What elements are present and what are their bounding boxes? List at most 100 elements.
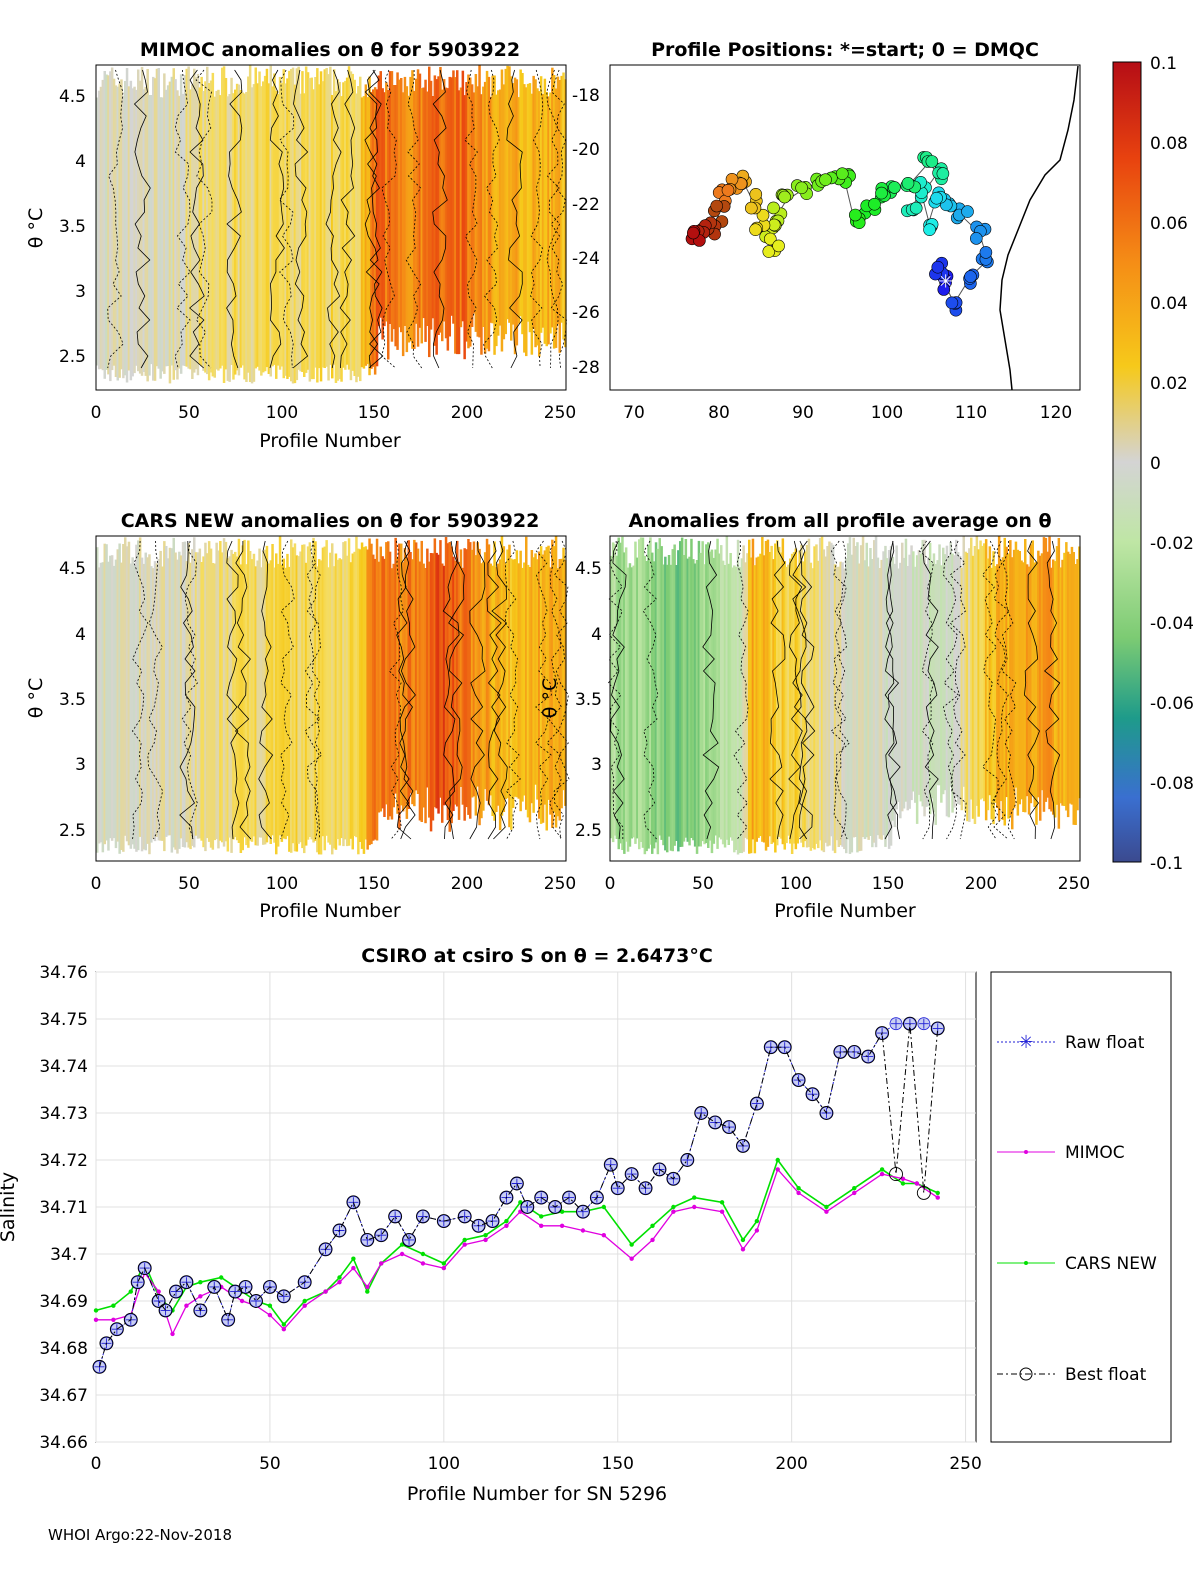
avg-ytick: 4.5 (575, 559, 602, 579)
heatmap-column (549, 567, 552, 815)
heatmap-column (357, 548, 360, 855)
profile-position (923, 223, 936, 236)
heatmap-column (483, 81, 487, 354)
heatmap-column (110, 555, 114, 841)
best-point (708, 1115, 723, 1130)
heatmap-column (530, 550, 534, 804)
heatmap-column (796, 568, 799, 844)
heatmap-column (124, 81, 127, 376)
heatmap-column (886, 558, 889, 836)
raw-point-star (751, 1098, 762, 1109)
heatmap-column (1007, 553, 1010, 819)
series-point (337, 1280, 342, 1285)
contour-line (304, 540, 321, 840)
heatmap-column (428, 66, 431, 358)
series-point (719, 1209, 725, 1214)
heatmap-column (284, 83, 287, 376)
heatmap-column (526, 83, 530, 322)
contour-line (922, 540, 939, 840)
heatmap-column (636, 557, 639, 839)
mimoc-ytick: 4 (75, 152, 86, 172)
heatmap-column (714, 549, 717, 836)
heatmap-column (684, 539, 688, 838)
best-point (875, 1026, 890, 1041)
heatmap-column (271, 544, 274, 836)
heatmap-column (977, 549, 980, 817)
heatmap-column (215, 542, 218, 840)
heatmap-column (357, 86, 360, 377)
heatmap-column (626, 567, 630, 852)
heatmap-column (538, 551, 541, 819)
heatmap-column (457, 90, 461, 355)
series-point (914, 1181, 920, 1186)
heatmap-column (377, 561, 381, 813)
heatmap-column (970, 537, 973, 800)
heatmap-column (178, 95, 181, 369)
heatmap-column (209, 548, 213, 848)
heatmap-column (621, 536, 624, 850)
heatmap-column (176, 559, 179, 854)
heatmap-column (693, 563, 697, 847)
heatmap-column (258, 548, 261, 838)
profile-position (875, 186, 888, 200)
heatmap-column (1018, 551, 1021, 805)
cars-xtick: 250 (544, 874, 576, 894)
cars-xtick: 150 (358, 874, 390, 894)
heatmap-column (697, 540, 701, 847)
heatmap-column (893, 563, 896, 828)
heatmap-column (168, 81, 172, 384)
contour-line (550, 69, 567, 369)
heatmap-column (558, 80, 561, 353)
heatmap-column (170, 76, 174, 366)
best-point (169, 1284, 183, 1299)
series-point (852, 1190, 857, 1196)
contour-line (147, 540, 164, 840)
contour-line (769, 540, 786, 840)
salinity-ytick: 34.67 (39, 1386, 88, 1406)
series-point (775, 1167, 780, 1172)
heatmap-column (749, 557, 753, 854)
profile-position (749, 188, 763, 201)
heatmap-column (491, 75, 494, 324)
series-point (879, 1167, 885, 1172)
salinity-ytick: 34.75 (39, 1010, 88, 1030)
colorbar: 0.1 0.08 0.06 0.04 0.02 0 -0.02 -0.04 -0… (1112, 54, 1194, 874)
heatmap-column (213, 96, 216, 378)
series-point (441, 1265, 447, 1271)
cars-ytick: 4.5 (59, 559, 86, 579)
heatmap-column (845, 558, 848, 854)
salinity-xtick: 200 (775, 1454, 807, 1474)
heatmap-column (196, 552, 200, 839)
heatmap-column (454, 560, 457, 805)
series-point (539, 1214, 544, 1219)
series-point (302, 1303, 307, 1308)
heatmap-column (526, 564, 530, 818)
heatmap-column (243, 93, 246, 380)
heatmap-column (275, 553, 278, 855)
heatmap-column (234, 89, 237, 375)
heatmap-column (770, 545, 773, 844)
salinity-xtick: 0 (91, 1454, 102, 1474)
heatmap-column (500, 69, 504, 352)
heatmap-column (191, 84, 194, 379)
positions-xtick: 80 (708, 403, 730, 423)
heatmap-column (456, 540, 459, 807)
series-point (128, 1289, 133, 1294)
heatmap-column (515, 550, 519, 798)
best-point (402, 1232, 416, 1247)
heatmap-column (114, 559, 118, 849)
series-point (580, 1228, 586, 1233)
best-point (509, 1176, 524, 1191)
heatmap-column (306, 546, 310, 840)
heatmap-column (837, 566, 840, 847)
heatmap-column (291, 547, 295, 844)
heatmap-column (958, 556, 962, 805)
heatmap-column (230, 549, 233, 853)
heatmap-column (757, 556, 760, 838)
heatmap-column (830, 542, 833, 837)
heatmap-column (865, 542, 868, 838)
contour-line (432, 69, 448, 369)
salinity-ytick: 34.72 (39, 1151, 88, 1171)
heatmap-column (1057, 538, 1061, 829)
profile-position (744, 201, 758, 215)
